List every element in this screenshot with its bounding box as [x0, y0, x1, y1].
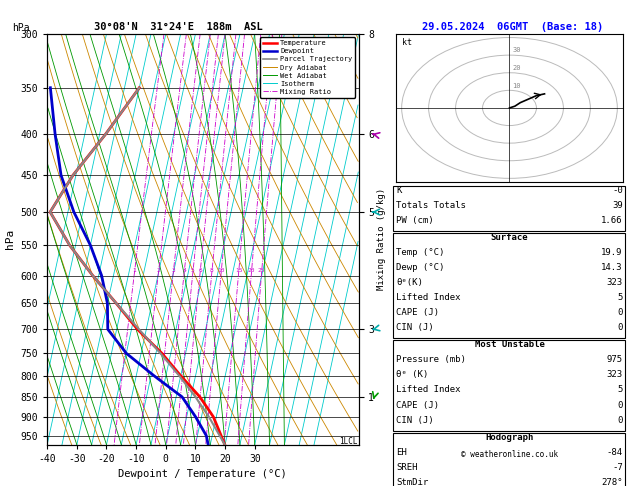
Text: PW (cm): PW (cm): [396, 216, 434, 225]
Text: 8: 8: [210, 268, 214, 273]
Text: 0: 0: [617, 308, 623, 317]
Text: 0: 0: [617, 416, 623, 425]
Text: Hodograph: Hodograph: [486, 433, 533, 442]
Text: -7: -7: [612, 463, 623, 472]
Text: 1.66: 1.66: [601, 216, 623, 225]
Text: 39: 39: [612, 201, 623, 210]
Text: 20: 20: [512, 65, 521, 71]
Text: Lifted Index: Lifted Index: [396, 293, 461, 302]
Text: 975: 975: [606, 355, 623, 364]
Text: 30°08'N  31°24'E  188m  ASL: 30°08'N 31°24'E 188m ASL: [94, 21, 262, 32]
Text: 19.9: 19.9: [601, 248, 623, 257]
Text: θᵉ (K): θᵉ (K): [396, 370, 428, 380]
Text: 1LCL: 1LCL: [340, 436, 358, 446]
Legend: Temperature, Dewpoint, Parcel Trajectory, Dry Adiabat, Wet Adiabat, Isotherm, Mi: Temperature, Dewpoint, Parcel Trajectory…: [260, 37, 355, 98]
X-axis label: Dewpoint / Temperature (°C): Dewpoint / Temperature (°C): [118, 469, 287, 479]
Text: 323: 323: [606, 370, 623, 380]
Text: EH: EH: [396, 448, 407, 457]
Text: 5: 5: [191, 268, 195, 273]
Text: 20: 20: [248, 268, 255, 273]
Text: Temp (°C): Temp (°C): [396, 248, 445, 257]
Text: -84: -84: [606, 448, 623, 457]
Text: -0: -0: [612, 186, 623, 195]
Text: © weatheronline.co.uk: © weatheronline.co.uk: [461, 450, 558, 459]
Text: 5: 5: [617, 385, 623, 395]
Text: Pressure (mb): Pressure (mb): [396, 355, 466, 364]
Text: 3: 3: [171, 268, 175, 273]
Text: 10: 10: [512, 83, 521, 88]
Text: Dewp (°C): Dewp (°C): [396, 263, 445, 272]
Y-axis label: Mixing Ratio (g/kg): Mixing Ratio (g/kg): [377, 188, 386, 291]
Text: Surface: Surface: [491, 233, 528, 242]
Text: 6: 6: [198, 268, 202, 273]
Text: CIN (J): CIN (J): [396, 323, 434, 332]
Text: SREH: SREH: [396, 463, 418, 472]
Text: 14.3: 14.3: [601, 263, 623, 272]
Text: 0: 0: [617, 323, 623, 332]
Text: 4: 4: [182, 268, 186, 273]
Text: K: K: [396, 186, 402, 195]
Text: Lifted Index: Lifted Index: [396, 385, 461, 395]
Text: 1: 1: [133, 268, 136, 273]
Text: CAPE (J): CAPE (J): [396, 308, 439, 317]
Text: 10: 10: [218, 268, 225, 273]
Text: 278°: 278°: [601, 478, 623, 486]
Y-axis label: hPa: hPa: [5, 229, 15, 249]
Text: 323: 323: [606, 278, 623, 287]
Text: 2: 2: [157, 268, 160, 273]
Text: CIN (J): CIN (J): [396, 416, 434, 425]
Text: 5: 5: [617, 293, 623, 302]
Text: 15: 15: [235, 268, 242, 273]
Text: kt: kt: [402, 37, 411, 47]
Text: 29.05.2024  06GMT  (Base: 18): 29.05.2024 06GMT (Base: 18): [422, 21, 603, 32]
Text: CAPE (J): CAPE (J): [396, 400, 439, 410]
Text: Totals Totals: Totals Totals: [396, 201, 466, 210]
Text: 30: 30: [512, 47, 521, 53]
Text: 0: 0: [617, 400, 623, 410]
Text: StmDir: StmDir: [396, 478, 428, 486]
Text: θᵉ(K): θᵉ(K): [396, 278, 423, 287]
Text: hPa: hPa: [13, 23, 30, 33]
Text: 25: 25: [258, 268, 265, 273]
Text: Most Unstable: Most Unstable: [474, 340, 545, 349]
